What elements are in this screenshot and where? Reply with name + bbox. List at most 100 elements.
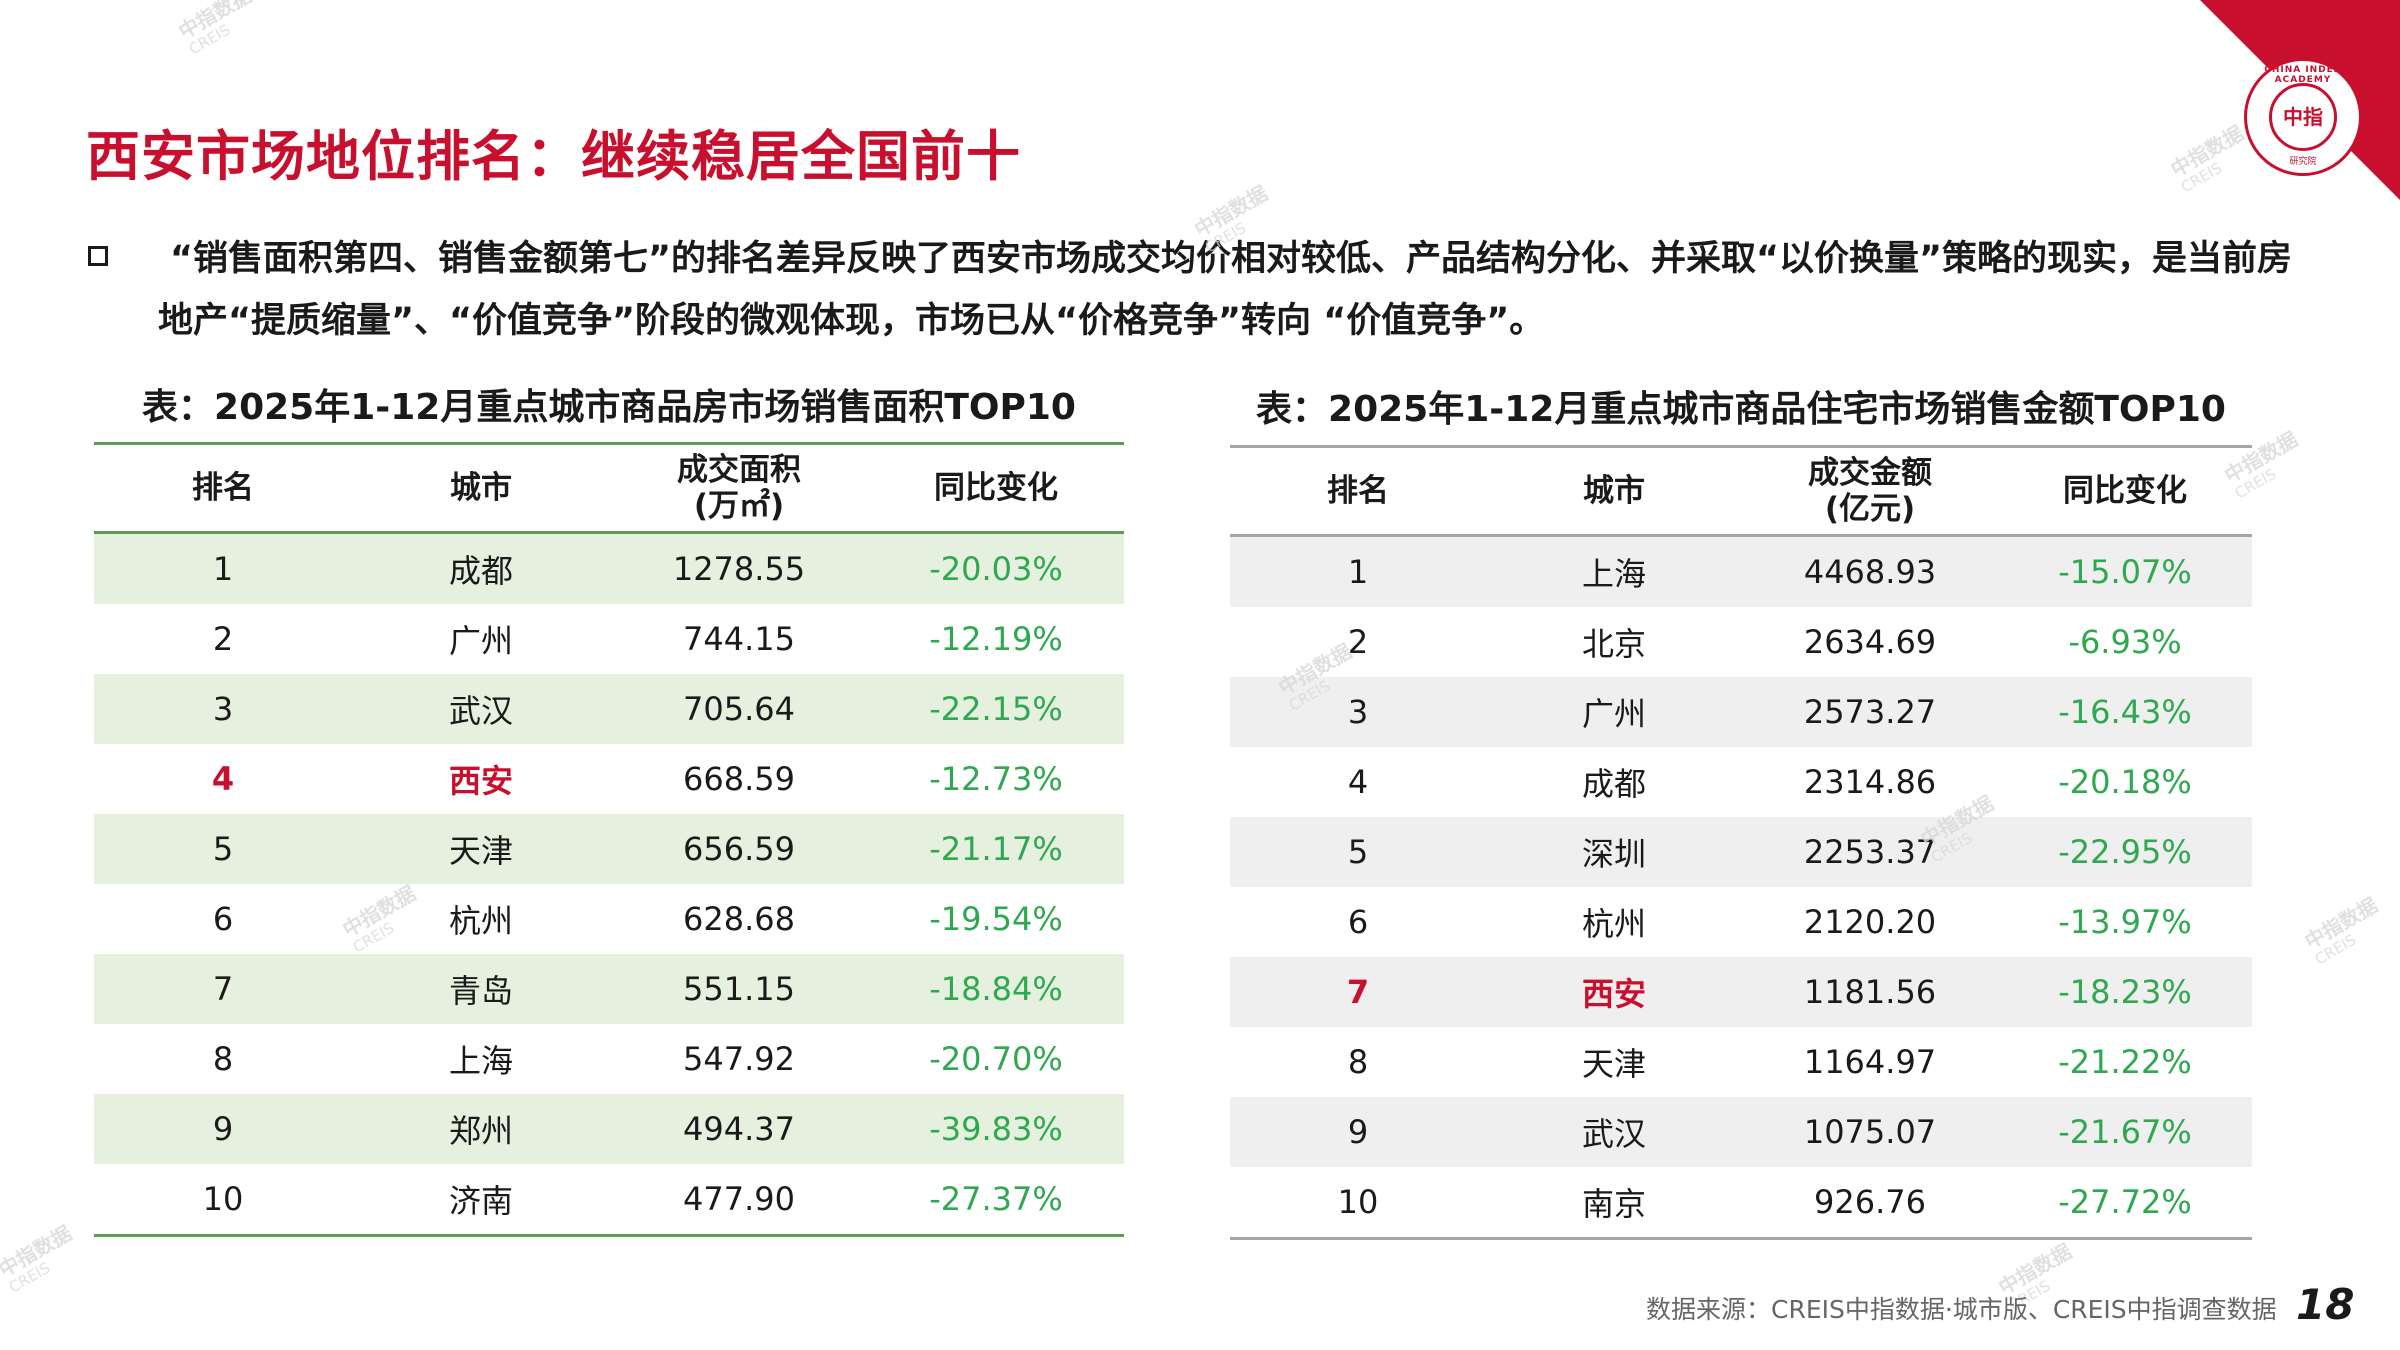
value-cell: 1164.97 [1803, 1043, 1937, 1081]
header-change: 同比变化 [2063, 473, 2187, 509]
table-header-row: 排名 城市 成交金额 (亿元) 同比变化 [1230, 447, 2252, 536]
change-cell: -16.43% [1998, 677, 2252, 747]
change-cell: -39.83% [868, 1094, 1124, 1164]
table-row-highlight: 4 西安 668.59 -12.73% [94, 744, 1124, 814]
city-cell: 郑州 [352, 1094, 610, 1164]
change-cell: -27.37% [929, 1180, 1063, 1218]
city-cell: 上海 [448, 1042, 513, 1080]
change-cell: -21.17% [868, 814, 1124, 884]
change-cell: -15.07% [1998, 535, 2252, 607]
rank-cell: 4 [211, 760, 235, 798]
value-cell: 2314.86 [1803, 763, 1937, 801]
header-value: 成交金额 (亿元) [1742, 447, 1998, 536]
value-cell: 668.59 [683, 760, 795, 798]
bullet-square-icon [88, 246, 108, 266]
rank-cell: 9 [1230, 1097, 1486, 1167]
city-cell: 济南 [448, 1182, 513, 1220]
table-row: 5 天津 656.59 -21.17% [94, 814, 1124, 884]
change-cell: -27.72% [2058, 1183, 2192, 1221]
value-cell: 2120.20 [1803, 903, 1937, 941]
rank-cell: 8 [1347, 1043, 1369, 1081]
change-cell: -20.03% [868, 532, 1124, 604]
watermark: 中指数据 CREIS [0, 1220, 76, 1297]
value-cell: 628.68 [683, 900, 795, 938]
table-row: 6 杭州 2120.20 -13.97% [1230, 887, 2252, 957]
data-source: 数据来源：CREIS中指数据·城市版、CREIS中指调查数据 [1646, 1295, 2277, 1324]
city-cell: 武汉 [352, 674, 610, 744]
logo-zh: 中指 [2283, 105, 2323, 129]
value-cell: 2634.69 [1803, 623, 1937, 661]
rank-cell: 1 [94, 532, 352, 604]
city-cell: 广州 [1486, 677, 1742, 747]
value-cell: 4468.93 [1742, 535, 1998, 607]
city-cell: 上海 [1486, 535, 1742, 607]
table-row: 10 南京 926.76 -27.72% [1230, 1167, 2252, 1239]
value-cell: 1181.56 [1742, 957, 1998, 1027]
table-row: 1 上海 4468.93 -15.07% [1230, 535, 2252, 607]
city-cell: 南京 [1581, 1185, 1646, 1223]
table-row: 10 济南 477.90 -27.37% [94, 1164, 1124, 1236]
table-row: 2 广州 744.15 -12.19% [94, 604, 1124, 674]
header-city: 城市 [1583, 473, 1645, 509]
table-row: 3 广州 2573.27 -16.43% [1230, 677, 2252, 747]
city-cell: 西安 [448, 762, 513, 800]
value-cell: 547.92 [683, 1040, 795, 1078]
header-city: 城市 [450, 470, 512, 506]
value-cell: 656.59 [610, 814, 868, 884]
city-cell: 北京 [1581, 625, 1646, 663]
change-cell: -21.67% [1998, 1097, 2252, 1167]
header-value: 成交面积 (万㎡) [610, 444, 868, 533]
rank-cell: 5 [1230, 817, 1486, 887]
table-row: 9 郑州 494.37 -39.83% [94, 1094, 1124, 1164]
value-cell: 744.15 [683, 620, 795, 658]
city-cell: 青岛 [352, 954, 610, 1024]
rank-cell: 5 [94, 814, 352, 884]
rank-cell: 7 [1230, 957, 1486, 1027]
table-row: 4 成都 2314.86 -20.18% [1230, 747, 2252, 817]
table-row: 6 杭州 628.68 -19.54% [94, 884, 1124, 954]
rank-cell: 3 [1230, 677, 1486, 747]
value-cell: 2573.27 [1742, 677, 1998, 747]
table-row: 2 北京 2634.69 -6.93% [1230, 607, 2252, 677]
city-cell: 天津 [352, 814, 610, 884]
city-cell: 深圳 [1486, 817, 1742, 887]
city-cell: 成都 [352, 532, 610, 604]
header-value-line1: 成交金额 [1808, 455, 1932, 491]
header-rank: 排名 [1327, 473, 1389, 509]
right-table-caption: 表：2025年1-12月重点城市商品住宅市场销售金额TOP10 [1256, 389, 2226, 430]
value-cell: 926.76 [1814, 1183, 1926, 1221]
table-row-highlight: 7 西安 1181.56 -18.23% [1230, 957, 2252, 1027]
value-cell: 551.15 [610, 954, 868, 1024]
change-cell: -20.70% [929, 1040, 1063, 1078]
city-cell: 杭州 [448, 902, 513, 940]
page-title: 西安市场地位排名：继续稳居全国前十 [86, 125, 1021, 188]
city-cell: 天津 [1581, 1045, 1646, 1083]
rank-cell: 1 [1230, 535, 1486, 607]
china-index-academy-logo: CHINA INDEX ACADEMY 中指 研究院 [2244, 58, 2362, 176]
table-row: 1 成都 1278.55 -20.03% [94, 532, 1124, 604]
table-row: 5 深圳 2253.37 -22.95% [1230, 817, 2252, 887]
value-cell: 494.37 [610, 1094, 868, 1164]
logo-emblem: 中指 [2269, 83, 2337, 151]
change-cell: -18.84% [868, 954, 1124, 1024]
change-cell: -20.18% [2058, 763, 2192, 801]
rank-cell: 8 [212, 1040, 234, 1078]
value-cell: 1278.55 [610, 532, 868, 604]
rank-cell: 10 [1337, 1183, 1379, 1221]
value-cell: 2253.37 [1742, 817, 1998, 887]
left-table-caption: 表：2025年1-12月重点城市商品房市场销售面积TOP10 [142, 387, 1076, 428]
rank-cell: 6 [1347, 903, 1369, 941]
rank-cell: 7 [94, 954, 352, 1024]
table-header-row: 排名 城市 成交面积 (万㎡) 同比变化 [94, 444, 1124, 533]
change-cell: -22.95% [1998, 817, 2252, 887]
bullet-text: “销售面积第四、销售金额第七”的排名差异反映了西安市场成交均价相对较低、产品结构… [158, 239, 2293, 341]
table-row: 8 天津 1164.97 -21.22% [1230, 1027, 2252, 1097]
city-cell: 成都 [1581, 765, 1646, 803]
change-cell: -6.93% [2068, 623, 2182, 661]
table-row: 3 武汉 705.64 -22.15% [94, 674, 1124, 744]
rank-cell: 10 [202, 1180, 244, 1218]
table-row: 7 青岛 551.15 -18.84% [94, 954, 1124, 1024]
rank-cell: 9 [94, 1094, 352, 1164]
rank-cell: 2 [1347, 623, 1369, 661]
header-value-line2: (亿元) [1824, 491, 1916, 527]
